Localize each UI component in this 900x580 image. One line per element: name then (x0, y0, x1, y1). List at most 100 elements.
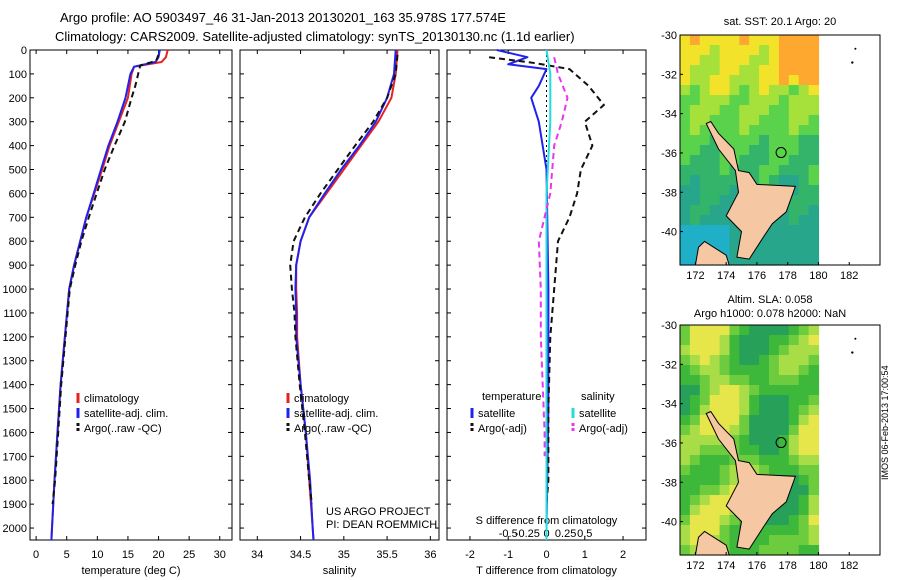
map-x-tick-label: 178 (779, 560, 797, 572)
map-cell (680, 145, 691, 156)
map-cell (759, 415, 770, 426)
map-cell (798, 525, 810, 536)
map-cell (729, 475, 740, 486)
map-x-tick-label: 178 (779, 270, 797, 282)
map-cell (689, 115, 701, 126)
map-cell (808, 395, 820, 406)
map-cell (759, 175, 770, 186)
annotation-text: PI: DEAN ROEMMICH (326, 519, 437, 531)
map-cell (759, 365, 770, 376)
map-cell (778, 215, 790, 226)
map-cell (680, 345, 691, 356)
map-cell (808, 115, 820, 126)
map-cell (749, 155, 760, 166)
map-cell (759, 405, 770, 416)
map-cell (808, 245, 820, 256)
map-cell (749, 355, 760, 366)
map-cell (769, 535, 780, 546)
map-cell (808, 475, 820, 486)
map-cell (699, 75, 711, 86)
map-cell (798, 405, 810, 416)
map-cell (769, 395, 780, 406)
map-cell (680, 465, 691, 476)
map-cell (788, 505, 800, 516)
map-cell (729, 405, 740, 416)
map-cell (788, 65, 800, 76)
map-cell (788, 345, 800, 356)
map-cell (769, 545, 780, 556)
map-cell (680, 425, 691, 436)
legend-label: Argo(..raw -QC) (294, 423, 372, 435)
map-cell (709, 435, 721, 446)
map-cell (680, 255, 691, 266)
map-cell (788, 175, 800, 186)
map-cell (739, 155, 750, 166)
map-cell (699, 445, 711, 456)
map-cell (778, 145, 790, 156)
map-cell (680, 105, 691, 116)
map-cell (798, 255, 810, 266)
map-cell (709, 65, 721, 76)
map-cell (778, 155, 790, 166)
map-cell (798, 85, 810, 96)
map-cell (788, 415, 800, 426)
map-cell (788, 335, 800, 346)
map-cell (749, 165, 760, 176)
map-cell (788, 155, 800, 166)
map-cell (699, 235, 711, 246)
map-cell (808, 105, 820, 116)
map-frame (679, 324, 881, 556)
panel-salinity: 34 34.5 35 35.5 36 salinity climatology satelli… (239, 49, 440, 577)
map-cell (808, 235, 820, 246)
map-cell (689, 235, 701, 246)
map-cell (759, 445, 770, 456)
map-cell (788, 235, 800, 246)
map-cell (699, 35, 711, 46)
map-cell (719, 375, 731, 386)
map-cell (680, 355, 691, 366)
map-y-tick-label: -36 (661, 438, 677, 450)
map-cell (739, 365, 750, 376)
map-cell (788, 55, 800, 66)
map-cell (788, 535, 800, 546)
x-tick-label: 2 (620, 549, 626, 561)
map-cell (808, 435, 820, 446)
map-cell (680, 375, 691, 386)
map-cell (680, 95, 691, 106)
map-cell (798, 465, 810, 476)
map-cell (808, 495, 820, 506)
map-cell (798, 135, 810, 146)
map-cell (798, 235, 810, 246)
map-cell (729, 545, 740, 556)
map-cell (680, 495, 691, 506)
map-cell (739, 435, 750, 446)
legend-label: Argo(-adj) (478, 423, 527, 435)
map-cell (689, 465, 701, 476)
map-cell (689, 145, 701, 156)
map-cell (778, 395, 790, 406)
map-cell (788, 395, 800, 406)
y-tick-label: 100 (9, 69, 27, 81)
map-cell (680, 325, 691, 336)
map-cell (729, 235, 740, 246)
map-cell (788, 245, 800, 256)
map-cell (759, 105, 770, 116)
map-sla: -30 -32 -34 -36 -38 -40 172 174 176 178 180 182 Alti… (661, 294, 881, 572)
map-cell (798, 65, 810, 76)
map-x-tick-label: 176 (748, 270, 766, 282)
s-tick-label: 0.25 (555, 528, 576, 540)
map-cell (808, 195, 820, 206)
map-cell (719, 155, 731, 166)
map-cell (788, 85, 800, 96)
map-cell (699, 465, 711, 476)
map-cell (769, 245, 780, 256)
climatology-title: Climatology: CARS2009. Satellite-adjuste… (55, 29, 575, 44)
map-cell (798, 325, 810, 336)
map-cell (778, 55, 790, 66)
map-cell (808, 95, 820, 106)
map-cell (729, 65, 740, 76)
map-cell (759, 35, 770, 46)
map-cell (680, 125, 691, 136)
x-axis-label: T difference from climatology (476, 565, 617, 577)
